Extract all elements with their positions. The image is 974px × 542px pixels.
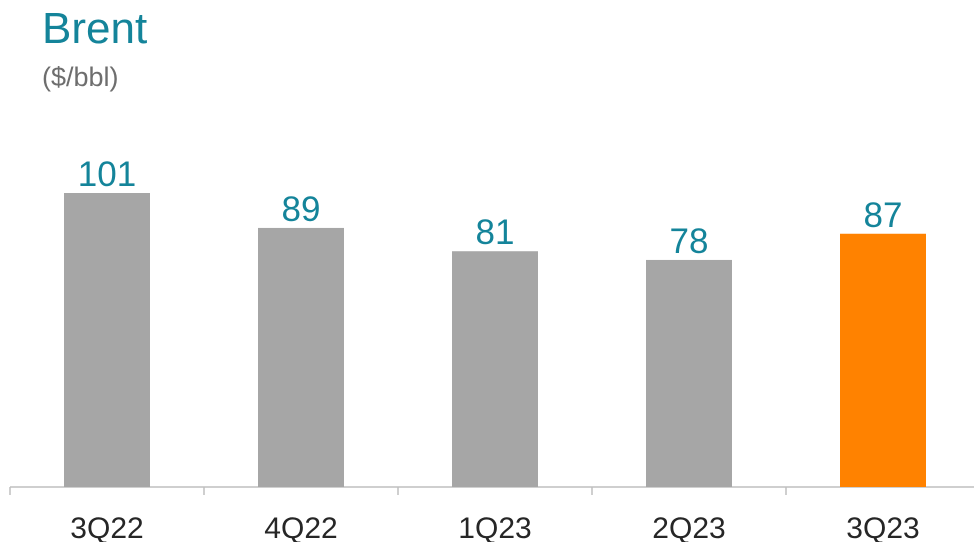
data-label-3q23: 87 (864, 196, 903, 235)
x-tick-label-4q22: 4Q22 (264, 512, 337, 542)
data-label-3q22: 101 (78, 155, 136, 194)
data-label-1q23: 81 (476, 213, 515, 252)
data-label-4q22: 89 (282, 190, 321, 229)
x-tick-label-3q22: 3Q22 (70, 512, 143, 542)
data-label-2q23: 78 (670, 222, 709, 261)
x-tick-label-2q23: 2Q23 (652, 512, 725, 542)
chart-title: Brent (42, 4, 148, 53)
x-tick-label-3q23: 3Q23 (846, 512, 919, 542)
bar-4q22 (258, 227, 344, 487)
bar-3q22 (64, 193, 150, 487)
bar-3q23 (840, 233, 926, 487)
bar-2q23 (646, 259, 732, 487)
bar-1q23 (452, 251, 538, 487)
x-tick-label-1q23: 1Q23 (458, 512, 531, 542)
chart-subtitle: ($/bbl) (42, 62, 119, 92)
